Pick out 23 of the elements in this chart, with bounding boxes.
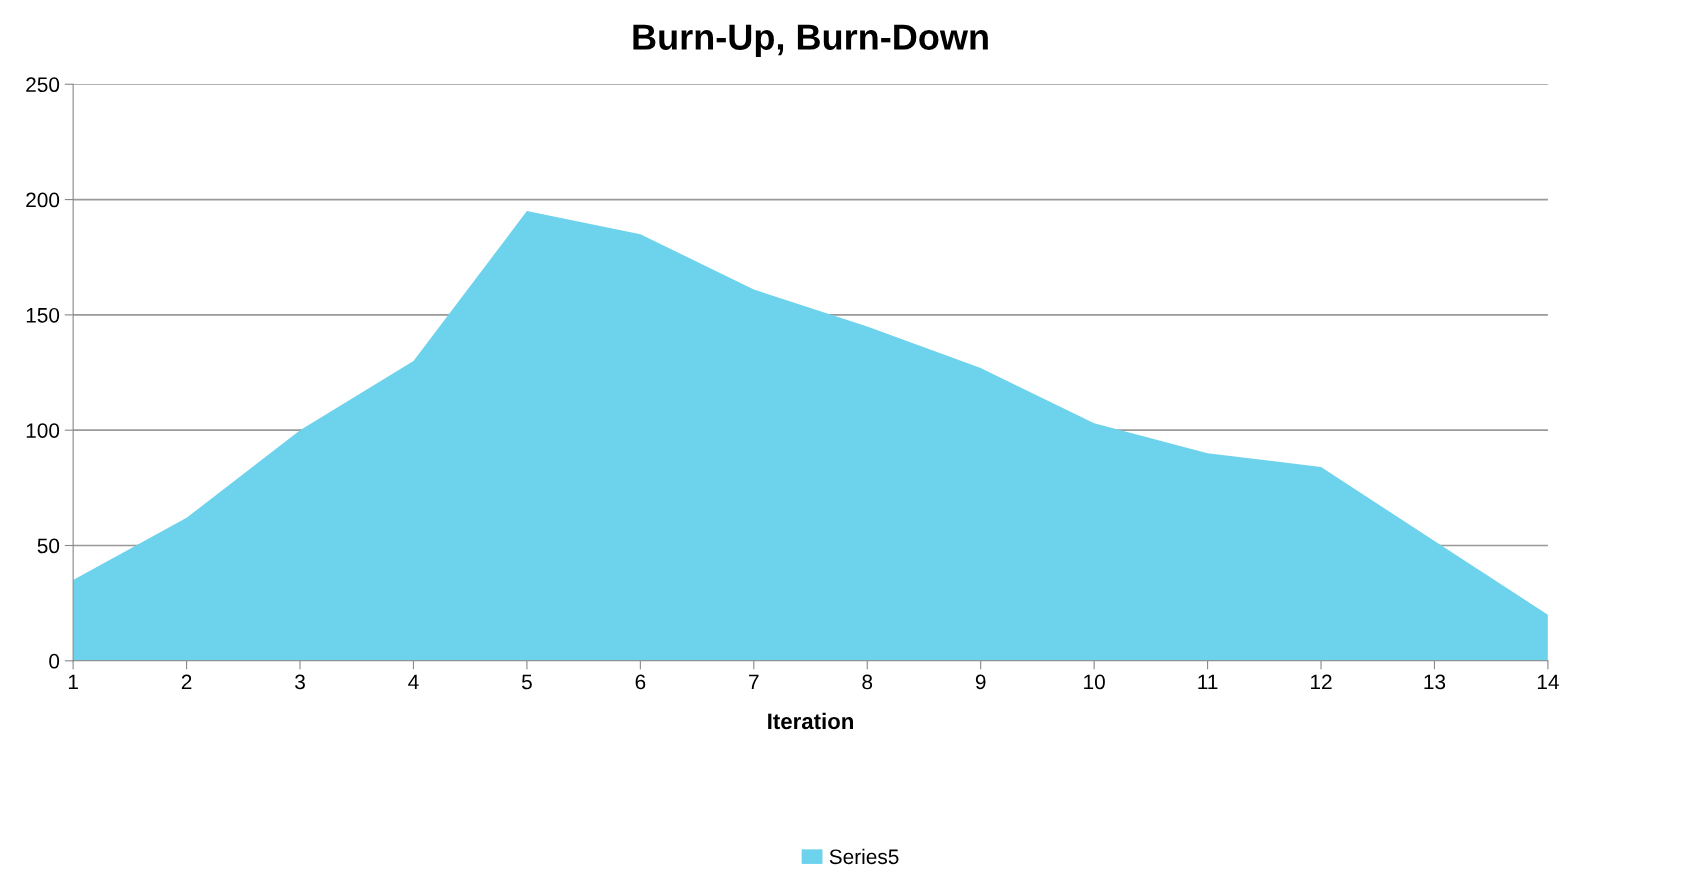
x-tick-label: 4 [408,674,419,690]
x-tick-label: 1 [68,674,78,690]
x-tick-label: 13 [1424,674,1446,690]
y-tick-label: 250 [26,77,60,93]
x-tick-label: 5 [521,674,532,690]
y-tick-label: 150 [26,307,60,323]
chart-title: Burn-Up, Burn-Down [633,24,988,58]
y-tick-label: 0 [49,653,60,669]
x-tick-label: 7 [749,674,759,690]
y-tick-label: 200 [26,192,60,208]
legend-label: Series5 [829,848,899,865]
x-tick-label: 11 [1198,674,1218,690]
x-tick-label: 6 [635,674,646,690]
x-tick-label: 8 [862,674,873,690]
x-tick-label: 14 [1537,674,1559,690]
x-tick-label: 9 [975,674,986,690]
x-tick-label: 12 [1311,674,1332,690]
y-tick-label: 50 [37,538,60,554]
x-tick-label: 2 [181,674,192,690]
y-tick-label: 100 [26,423,60,438]
x-axis-title: Iteration [768,712,853,730]
x-tick-label: 10 [1084,674,1105,690]
x-tick-label: 3 [295,674,305,690]
